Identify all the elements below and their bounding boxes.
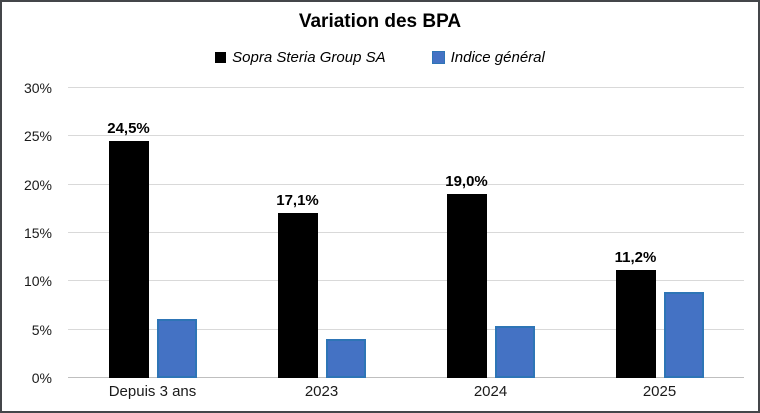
- bar-group-3: 19,0%: [406, 88, 575, 378]
- y-tick-label-0pct: 0%: [31, 370, 52, 386]
- gridline-5pct: [68, 328, 744, 330]
- bar-sopra-steria-3: 19,0%: [445, 173, 488, 378]
- bar-group-2: 17,1%: [237, 88, 406, 378]
- legend: Sopra Steria Group SA Indice général: [2, 49, 758, 66]
- legend-marker-sopra-icon: [215, 52, 227, 63]
- data-label-4: 11,2%: [614, 248, 657, 266]
- gridline-0pct: [68, 377, 744, 378]
- y-tick-label-15pct: 15%: [23, 225, 52, 241]
- bar-sopra-steria-1: 24,5%: [107, 120, 150, 378]
- bars-layer: 24,5% 17,1% 19,0% 11,2%: [68, 88, 744, 378]
- gridline-30pct: [68, 87, 744, 88]
- plot-area: 24,5% 17,1% 19,0% 11,2%: [68, 87, 744, 378]
- data-label-3: 19,0%: [445, 173, 488, 191]
- legend-label-sopra: Sopra Steria Group SA: [232, 49, 386, 66]
- bar-indice-general-1: [156, 319, 197, 378]
- gridline-20pct: [68, 183, 744, 185]
- bar-sopra-steria-4: 11,2%: [615, 249, 656, 378]
- bar-group-1: 24,5%: [68, 88, 237, 378]
- legend-item-indice: Indice général: [431, 49, 545, 66]
- x-tick-label-3: 2024: [473, 383, 508, 400]
- x-tick-label-2: 2023: [304, 383, 339, 400]
- bar-sopra-steria-2: 17,1%: [276, 192, 319, 378]
- y-tick-label-25pct: 25%: [23, 128, 52, 145]
- legend-label-indice: Indice général: [450, 49, 545, 66]
- gridline-15pct: [68, 232, 744, 233]
- data-label-2: 17,1%: [276, 191, 319, 209]
- legend-marker-indice-icon: [431, 51, 445, 64]
- bar-indice-general-3: [494, 325, 535, 378]
- bar-indice-general-4: [663, 291, 704, 378]
- x-tick-label-1: Depuis 3 ans: [108, 383, 197, 400]
- bar-indice-general-2: [325, 339, 366, 378]
- gridline-10pct: [68, 280, 744, 282]
- chart-title: Variation des BPA: [298, 11, 462, 32]
- data-label-1: 24,5%: [107, 120, 150, 138]
- y-axis: 0% 5% 10% 15% 20% 25% 30%: [2, 80, 60, 386]
- legend-item-sopra: Sopra Steria Group SA: [215, 49, 386, 66]
- y-tick-label-5pct: 5%: [31, 321, 52, 338]
- bar-group-4: 11,2%: [575, 88, 744, 378]
- gridline-25pct: [68, 135, 744, 137]
- x-axis: Depuis 3 ans 2023 2024 2025: [68, 383, 744, 400]
- x-tick-label-4: 2025: [642, 383, 677, 400]
- y-tick-label-20pct: 20%: [23, 176, 52, 193]
- y-tick-label-10pct: 10%: [23, 273, 52, 290]
- y-tick-label-30pct: 30%: [23, 80, 52, 96]
